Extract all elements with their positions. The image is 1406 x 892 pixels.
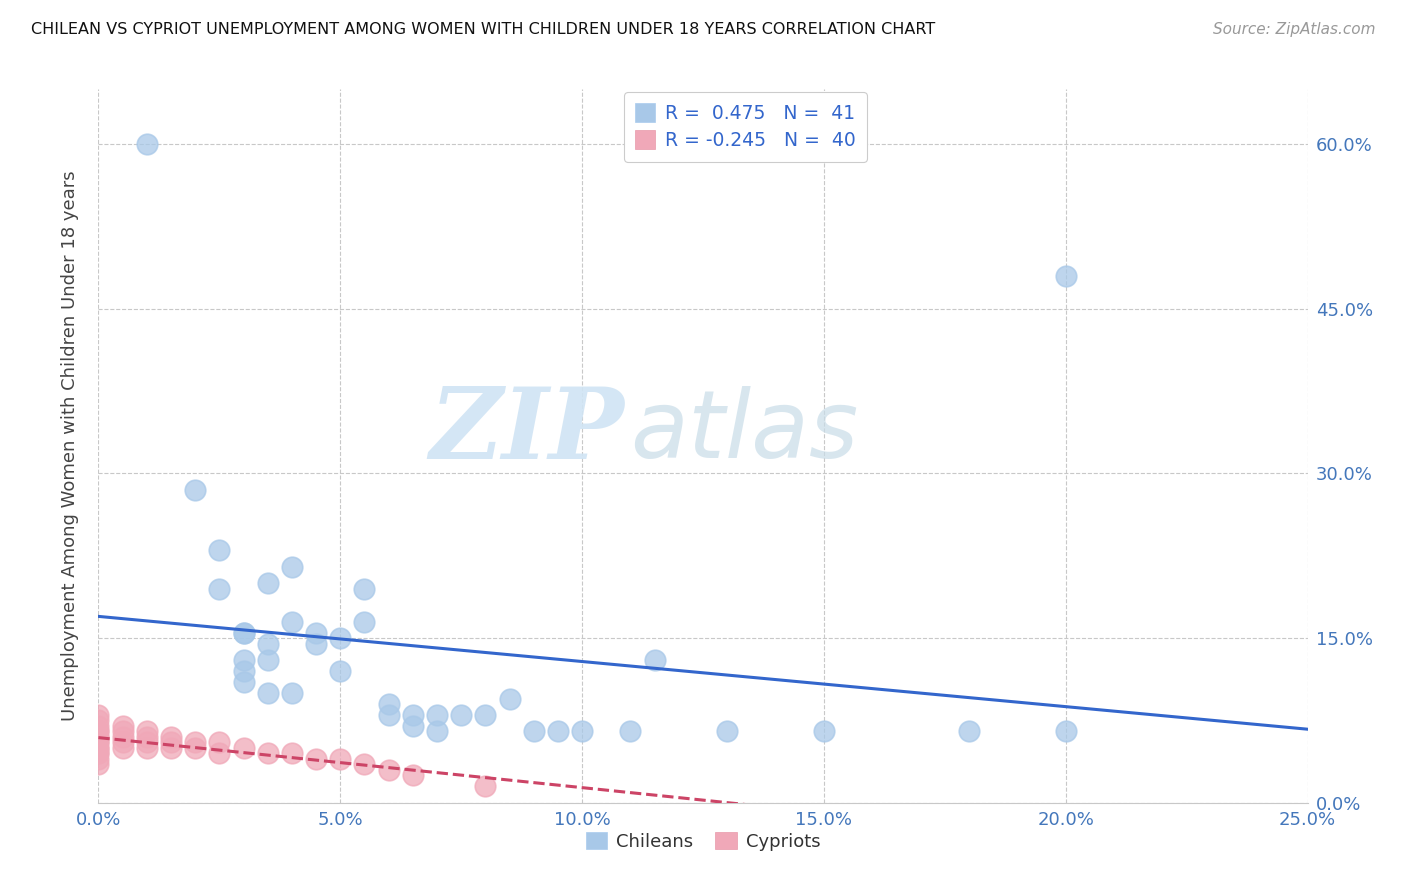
Y-axis label: Unemployment Among Women with Children Under 18 years: Unemployment Among Women with Children U… xyxy=(60,170,79,722)
Point xyxy=(305,637,328,651)
Point xyxy=(111,735,134,749)
Point xyxy=(281,559,304,574)
Point xyxy=(87,735,110,749)
Point xyxy=(377,708,399,723)
Point xyxy=(111,719,134,733)
Point xyxy=(135,724,157,739)
Point xyxy=(87,740,110,755)
Point xyxy=(281,747,304,761)
Point xyxy=(426,708,449,723)
Point xyxy=(305,752,328,766)
Point xyxy=(353,582,375,596)
Point xyxy=(208,543,231,558)
Point xyxy=(305,625,328,640)
Point xyxy=(377,763,399,777)
Point xyxy=(87,735,110,749)
Point xyxy=(208,582,231,596)
Legend: Chileans, Cypriots: Chileans, Cypriots xyxy=(578,825,828,858)
Point xyxy=(1054,724,1077,739)
Point xyxy=(87,747,110,761)
Point xyxy=(135,740,157,755)
Point xyxy=(256,686,278,700)
Point xyxy=(87,730,110,744)
Point xyxy=(87,724,110,739)
Point xyxy=(523,724,546,739)
Point xyxy=(402,708,425,723)
Point xyxy=(208,735,231,749)
Point xyxy=(353,615,375,629)
Point xyxy=(160,735,183,749)
Point xyxy=(111,740,134,755)
Point xyxy=(329,664,352,678)
Point xyxy=(87,752,110,766)
Point xyxy=(87,708,110,723)
Point xyxy=(87,724,110,739)
Point xyxy=(377,697,399,711)
Point xyxy=(184,483,207,497)
Point xyxy=(426,724,449,739)
Point xyxy=(160,730,183,744)
Point xyxy=(232,675,254,690)
Point xyxy=(232,740,254,755)
Point xyxy=(547,724,569,739)
Point xyxy=(329,631,352,645)
Point xyxy=(256,637,278,651)
Point xyxy=(1054,268,1077,283)
Point xyxy=(135,137,157,152)
Point xyxy=(474,780,496,794)
Point xyxy=(644,653,666,667)
Point xyxy=(813,724,835,739)
Point xyxy=(498,691,520,706)
Point xyxy=(184,735,207,749)
Text: atlas: atlas xyxy=(630,386,859,477)
Point xyxy=(571,724,593,739)
Text: CHILEAN VS CYPRIOT UNEMPLOYMENT AMONG WOMEN WITH CHILDREN UNDER 18 YEARS CORRELA: CHILEAN VS CYPRIOT UNEMPLOYMENT AMONG WO… xyxy=(31,22,935,37)
Point xyxy=(87,714,110,728)
Point xyxy=(87,740,110,755)
Point xyxy=(353,757,375,772)
Point xyxy=(232,664,254,678)
Point xyxy=(184,740,207,755)
Point xyxy=(256,747,278,761)
Point xyxy=(87,730,110,744)
Text: ZIP: ZIP xyxy=(429,384,624,480)
Point xyxy=(232,653,254,667)
Point xyxy=(87,719,110,733)
Point xyxy=(256,576,278,591)
Point xyxy=(87,757,110,772)
Point xyxy=(716,724,738,739)
Point xyxy=(402,719,425,733)
Point xyxy=(111,730,134,744)
Point xyxy=(135,735,157,749)
Point xyxy=(256,653,278,667)
Point xyxy=(474,708,496,723)
Point xyxy=(957,724,980,739)
Point xyxy=(135,730,157,744)
Point xyxy=(208,747,231,761)
Point xyxy=(329,752,352,766)
Point xyxy=(450,708,472,723)
Point xyxy=(402,768,425,782)
Point xyxy=(619,724,641,739)
Text: Source: ZipAtlas.com: Source: ZipAtlas.com xyxy=(1212,22,1375,37)
Point xyxy=(232,625,254,640)
Point xyxy=(281,686,304,700)
Point xyxy=(281,615,304,629)
Point xyxy=(87,747,110,761)
Point xyxy=(111,724,134,739)
Point xyxy=(160,740,183,755)
Point xyxy=(232,625,254,640)
